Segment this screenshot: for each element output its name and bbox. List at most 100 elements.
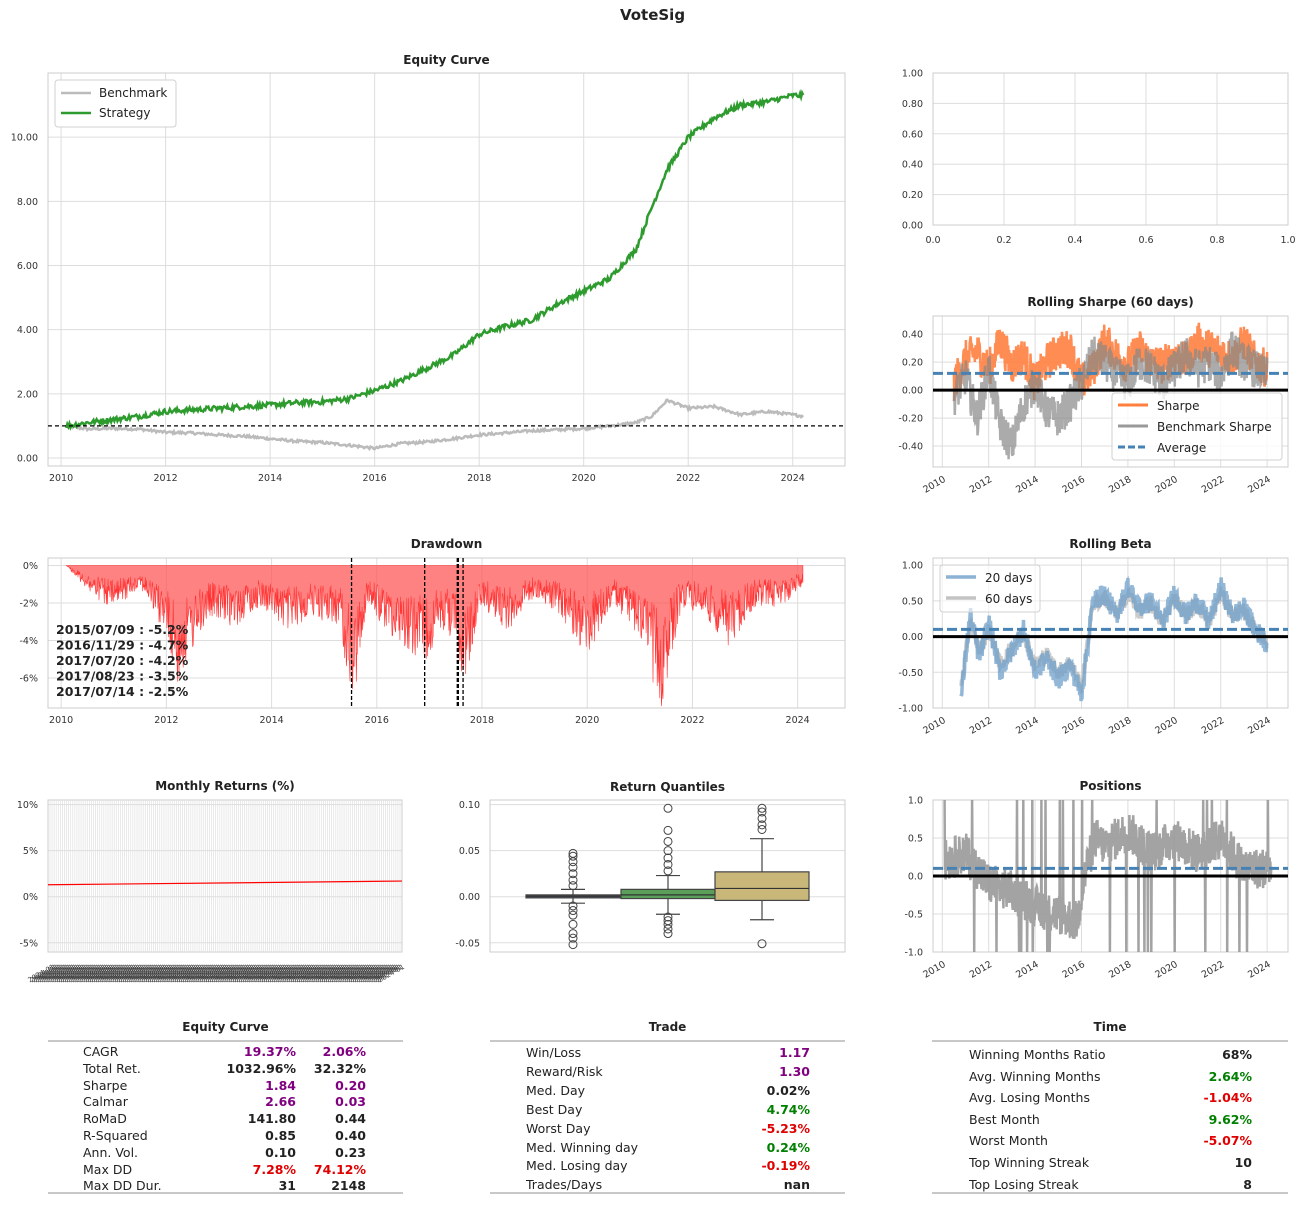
empty-y-tick-label: 1.00 [902, 69, 923, 80]
sharpe-x-tick-label: 2012 [968, 474, 994, 496]
stats-label: Trades/Days [526, 1177, 603, 1193]
equity-x-tick-label: 2012 [153, 473, 177, 484]
stats-row: Ann. Vol. 0.10 0.23 [83, 1145, 366, 1162]
stats-value: 9.62% [1208, 1111, 1252, 1127]
equity-stats-rows: CAGR 19.37% 2.06% Total Ret. 1032.96% 32.32% S… [83, 1044, 366, 1195]
drawdown-y-tick-label: 0% [23, 561, 38, 572]
equity-y-tick-label: 4.00 [17, 325, 38, 336]
strategy-value: 0.85 [265, 1127, 296, 1143]
equity-x-tick-label: 2016 [363, 473, 387, 484]
empty-x-tick-label: 0.0 [925, 235, 940, 246]
box-outlier [757, 803, 767, 813]
stats-value: 0.24% [766, 1139, 810, 1155]
beta-chart-title: Rolling Beta [1069, 537, 1152, 551]
stats-label: Winning Months Ratio [969, 1047, 1106, 1062]
drawdown-x-tick-label: 2014 [259, 715, 283, 726]
sharpe-y-tick-label: 0.40 [902, 330, 923, 341]
positions-x-tick-label: 2020 [1153, 959, 1179, 981]
empty-x-tick-label: 0.6 [1138, 235, 1153, 246]
benchmark-value: 32.32% [313, 1060, 366, 1076]
box-outlier [568, 881, 578, 891]
sharpe-y-tick-label: 0.00 [902, 386, 923, 397]
stats-value: 8 [1243, 1176, 1252, 1192]
stats-row: RoMaD 141.80 0.44 [83, 1111, 366, 1128]
box-outlier [663, 924, 673, 934]
box-outlier [757, 807, 767, 817]
stats-row: Max DD Dur. 31 2148 [83, 1178, 366, 1195]
equity-x-tick-label: 2010 [49, 473, 73, 484]
drawdown-x-tick-label: 2020 [575, 715, 599, 726]
empty-y-tick-label: 0.20 [902, 190, 923, 201]
stats-row: Winning Months Ratio 68% [969, 1044, 1252, 1066]
legend-average-label: Average [1157, 441, 1206, 455]
box-outlier [663, 846, 673, 856]
stats-row: Max DD 7.28% 74.12% [83, 1162, 366, 1179]
equity-frame [47, 72, 846, 467]
stats-row: Med. Winning day 0.24% [526, 1139, 810, 1158]
stats-label: Top Winning Streak [969, 1154, 1090, 1170]
stats-label: Avg. Losing Months [969, 1090, 1090, 1106]
stats-label: Max DD Dur. [83, 1178, 162, 1194]
drawdown-annotation: 2015/07/09 : -5.2% [56, 622, 189, 637]
box-outlier [568, 940, 578, 950]
quantiles-frame [489, 799, 846, 953]
drawdown-frame [47, 557, 846, 709]
stats-row: Best Day 4.74% [526, 1101, 810, 1120]
monthly-trend-line [47, 880, 403, 886]
beta-y-tick-label: 1.00 [902, 561, 923, 572]
drawdown-x-tick-label: 2022 [680, 715, 704, 726]
stats-label: RoMaD [83, 1111, 127, 1127]
quantiles-y-tick-label: 0.05 [459, 846, 480, 857]
stats-row: CAGR 19.37% 2.06% [83, 1044, 366, 1061]
sharpe-y-tick-label: -0.20 [898, 414, 923, 425]
trade-stats-title: Trade [648, 1020, 687, 1034]
stats-value: -0.19% [761, 1158, 810, 1174]
empty-x-tick-label: 0.4 [1067, 235, 1082, 246]
positions-y-tick-label: 1.0 [908, 796, 923, 807]
positions-line [943, 800, 1273, 952]
stats-label: Worst Day [526, 1120, 591, 1136]
positions-y-tick-label: 0.5 [908, 834, 923, 845]
stats-row: Med. Day 0.02% [526, 1082, 810, 1101]
strategy-value: 0.10 [265, 1144, 296, 1160]
positions-x-tick-label: 2010 [921, 959, 947, 981]
benchmark-value: 0.40 [335, 1127, 366, 1143]
benchmark-value: 0.03 [335, 1094, 366, 1110]
legend-benchmark-sharpe-label: Benchmark Sharpe [1157, 420, 1272, 434]
drawdown-x-tick-label: 2018 [470, 715, 494, 726]
positions-x-tick-label: 2016 [1061, 959, 1087, 981]
strategy-value: 2.66 [265, 1094, 296, 1110]
sharpe-x-tick-label: 2016 [1061, 474, 1087, 496]
table-bottom-rule [48, 1192, 403, 1194]
quantiles-y-tick-label: 0.00 [459, 892, 480, 903]
stats-label: Ann. Vol. [83, 1144, 139, 1160]
stats-row: Best Month 9.62% [969, 1109, 1252, 1131]
empty-y-tick-label: 0.60 [902, 129, 923, 140]
positions-chart-title: Positions [1079, 779, 1142, 793]
box-outlier [757, 824, 767, 834]
stats-label: Med. Day [526, 1082, 586, 1098]
benchmark-value: 0.23 [335, 1144, 366, 1160]
box-outlier [568, 862, 578, 872]
positions-x-tick-label: 2014 [1014, 959, 1040, 981]
stats-value: 68% [1222, 1047, 1252, 1062]
benchmark-sharpe-line [952, 331, 1269, 460]
box-outlier [757, 813, 767, 823]
beta-x-tick-label: 2018 [1107, 715, 1133, 737]
equity-x-tick-label: 2024 [781, 473, 805, 484]
beta-x-tick-label: 2014 [1014, 715, 1040, 737]
empty-y-tick-label: 0.40 [902, 160, 923, 171]
strategy-value: 1.84 [265, 1077, 296, 1093]
strategy-value: 141.80 [247, 1111, 296, 1127]
equity-x-tick-label: 2022 [676, 473, 700, 484]
beta-x-tick-label: 2012 [968, 715, 994, 737]
sharpe-chart-title: Rolling Sharpe (60 days) [1027, 295, 1194, 309]
benchmark-value: 0.20 [335, 1077, 366, 1093]
stats-value: 0.02% [766, 1082, 810, 1098]
benchmark-line [65, 398, 805, 452]
stats-row: Top Winning Streak 10 [969, 1152, 1252, 1174]
stats-label: Max DD [83, 1161, 133, 1177]
sharpe-x-tick-label: 2018 [1107, 474, 1133, 496]
table-bottom-rule [932, 1192, 1288, 1194]
drawdown-y-tick-label: -6% [20, 674, 39, 685]
